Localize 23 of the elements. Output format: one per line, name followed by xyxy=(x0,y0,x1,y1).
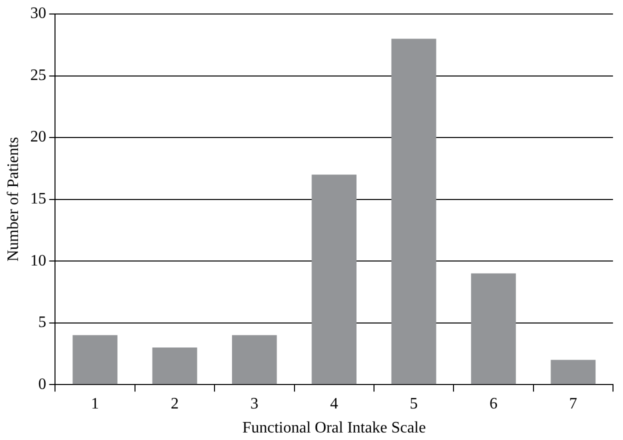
bar xyxy=(232,335,277,384)
x-tick-label: 3 xyxy=(250,395,258,412)
x-tick-label: 5 xyxy=(410,395,418,412)
x-tick-label: 2 xyxy=(170,395,179,412)
bar xyxy=(312,174,357,384)
x-axis-title: Functional Oral Intake Scale xyxy=(242,420,426,437)
x-tick-label: 7 xyxy=(569,395,578,412)
y-tick-label: 20 xyxy=(30,128,46,146)
x-tick-label: 4 xyxy=(330,395,338,412)
bar xyxy=(152,348,198,384)
x-tick-label: 6 xyxy=(489,395,498,412)
y-axis-title: Number of Patients xyxy=(4,137,22,262)
bar xyxy=(550,360,596,384)
bar xyxy=(72,335,118,384)
bar xyxy=(391,38,436,384)
y-tick-label: 5 xyxy=(38,314,46,332)
y-tick-label: 30 xyxy=(30,5,46,22)
y-tick-label: 0 xyxy=(38,376,46,393)
y-tick-label: 15 xyxy=(30,190,46,208)
bar xyxy=(471,273,516,384)
y-tick-label: 25 xyxy=(30,66,46,84)
x-tick-label: 1 xyxy=(91,395,100,412)
y-tick-label: 10 xyxy=(30,252,46,270)
